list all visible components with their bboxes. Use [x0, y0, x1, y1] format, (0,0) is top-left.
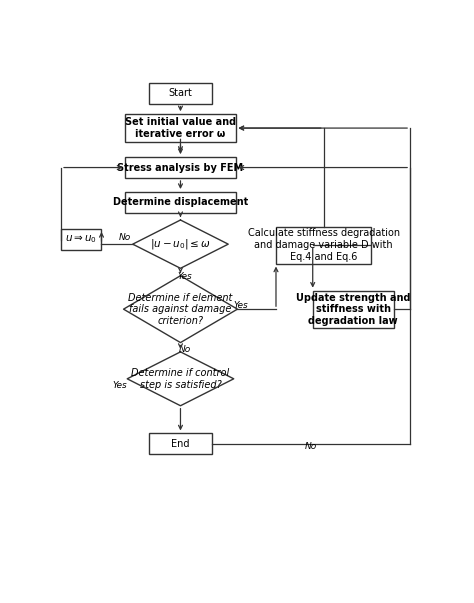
FancyBboxPatch shape: [276, 227, 372, 264]
Text: Update strength and
stiffness with
degradation law: Update strength and stiffness with degra…: [296, 292, 410, 326]
FancyBboxPatch shape: [149, 434, 212, 454]
Text: $u \Rightarrow u_0$: $u \Rightarrow u_0$: [65, 233, 97, 245]
Text: $|u-u_0| \leq \omega$: $|u-u_0| \leq \omega$: [150, 237, 211, 251]
Text: Yes: Yes: [177, 272, 192, 281]
FancyBboxPatch shape: [125, 157, 236, 178]
Text: No: No: [179, 345, 191, 354]
Text: End: End: [171, 439, 190, 449]
FancyBboxPatch shape: [61, 229, 101, 250]
FancyBboxPatch shape: [313, 291, 393, 328]
Text: Yes: Yes: [234, 301, 248, 310]
Text: Determine if control
step is satisfied?: Determine if control step is satisfied?: [131, 368, 229, 390]
Text: Start: Start: [169, 88, 192, 98]
FancyBboxPatch shape: [125, 114, 236, 142]
Text: Determine if element
fails against damage
criterion?: Determine if element fails against damag…: [128, 292, 233, 326]
FancyBboxPatch shape: [149, 83, 212, 104]
Text: Yes: Yes: [112, 381, 127, 390]
FancyBboxPatch shape: [125, 192, 236, 213]
Text: Set initial value and
iterative error ω: Set initial value and iterative error ω: [125, 117, 236, 139]
Text: Stress analysis by FEM: Stress analysis by FEM: [118, 163, 244, 172]
Text: Determine displacement: Determine displacement: [113, 197, 248, 207]
Text: Calculate stiffness degradation
and damage variable D with
Eq.4 and Eq.6: Calculate stiffness degradation and dama…: [248, 229, 400, 262]
Text: No: No: [119, 233, 131, 242]
Text: No: No: [305, 441, 317, 450]
